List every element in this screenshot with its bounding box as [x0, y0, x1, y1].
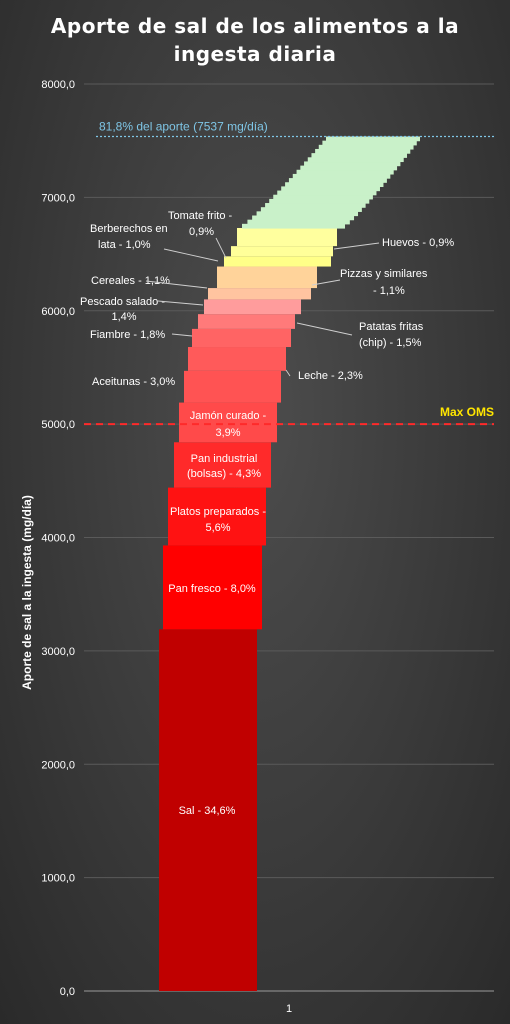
y-tick-label: 6000,0	[41, 306, 75, 318]
data-label: 0,9%	[189, 226, 214, 238]
data-label: Patatas fritas	[359, 321, 424, 333]
y-tick-label: 1000,0	[41, 873, 75, 885]
bar-segment	[168, 487, 266, 546]
bar-segment	[184, 370, 281, 403]
bar-segment	[292, 173, 391, 179]
bar-segment	[285, 182, 384, 187]
data-label: Pizzas y similares	[340, 268, 428, 280]
data-label: Leche - 2,3%	[298, 370, 363, 382]
bar-segment	[300, 165, 398, 171]
bar-segment	[252, 215, 355, 221]
total-label: 81,8% del aporte (7537 mg/día)	[99, 119, 268, 133]
bar-segment	[179, 402, 277, 443]
data-label: 5,6%	[205, 522, 230, 534]
y-tick-label: 2000,0	[41, 759, 75, 771]
leader-line	[311, 279, 341, 286]
bar-segment	[265, 203, 366, 208]
data-label: Fiambre - 1,8%	[90, 329, 165, 341]
bar-segment	[159, 629, 257, 991]
bar-segment	[208, 288, 311, 300]
x-tick-label: 1	[286, 1003, 292, 1015]
bar-segment	[304, 161, 401, 167]
bar-segment	[318, 144, 414, 150]
leader-line	[163, 248, 219, 262]
chart-title: Aporte de sal de los alimentos a la inge…	[0, 12, 510, 68]
bar-segment	[224, 256, 331, 267]
data-label: (chip) - 1,5%	[359, 337, 422, 349]
bar-segment	[204, 299, 301, 315]
data-label: lata - 1,0%	[98, 239, 151, 251]
bar-segment	[326, 136, 420, 142]
bar-segment	[188, 347, 286, 371]
data-label: Jamón curado -	[190, 410, 267, 422]
chart-title-line-1: Aporte de sal de los alimentos a la	[50, 14, 460, 38]
leader-line	[145, 280, 208, 289]
bar-segment	[273, 194, 373, 200]
bar-segment	[247, 219, 350, 225]
bar-segment	[315, 148, 411, 154]
data-label: Aceitunas - 3,0%	[92, 376, 175, 388]
data-label: (bolsas) - 4,3%	[187, 468, 261, 480]
data-label: 1,4%	[111, 311, 136, 323]
bar-segment	[217, 266, 317, 289]
bar-segment	[281, 186, 380, 192]
bar-segment	[307, 157, 404, 163]
leader-line	[215, 237, 227, 259]
y-tick-label: 7000,0	[41, 192, 75, 204]
bar-segment	[174, 442, 271, 488]
leader-line	[171, 333, 193, 337]
y-tick-label: 3000,0	[41, 646, 75, 658]
y-tick-label: 4000,0	[41, 533, 75, 545]
y-tick-label: 8000,0	[41, 79, 75, 91]
leader-line	[157, 300, 204, 306]
data-label: Platos preparados -	[170, 506, 266, 518]
bar-segment	[269, 198, 370, 204]
bar-segment	[163, 545, 262, 630]
bar-segment	[237, 227, 337, 247]
y-tick-label: 5000,0	[41, 419, 75, 431]
bar-segment	[260, 207, 362, 212]
leader-line	[285, 369, 291, 377]
bar-segment	[242, 223, 345, 229]
bar-segment	[322, 140, 417, 146]
bar-segment	[288, 178, 387, 183]
bar-segment	[277, 190, 377, 196]
data-label: 3,9%	[215, 427, 240, 439]
data-label: Pan industrial	[191, 453, 258, 465]
y-axis-label: Aporte de sal a la ingesta (mg/día)	[20, 495, 34, 690]
max-oms-label: Max OMS	[440, 405, 494, 419]
bar-segment	[192, 328, 291, 348]
y-tick-label: 0,0	[60, 986, 75, 998]
data-label: Pan fresco - 8,0%	[168, 583, 256, 595]
chart-title-line-2: ingesta diaria	[173, 42, 337, 66]
bar-segment	[311, 153, 408, 158]
data-label: Tomate frito -	[168, 210, 233, 222]
data-label: Cereales - 1,1%	[91, 275, 170, 287]
data-label: Sal - 34,6%	[179, 805, 236, 817]
leader-line	[296, 322, 353, 336]
bar-segment	[198, 314, 295, 329]
data-label: Huevos - 0,9%	[382, 237, 454, 249]
bar-segment	[296, 169, 394, 175]
data-label: Berberechos en	[90, 223, 168, 235]
data-label: - 1,1%	[373, 285, 405, 297]
data-label: Pescado salado -	[80, 296, 165, 308]
bar-segment	[256, 211, 359, 217]
leader-line	[333, 242, 380, 250]
bar-segment	[231, 246, 333, 257]
